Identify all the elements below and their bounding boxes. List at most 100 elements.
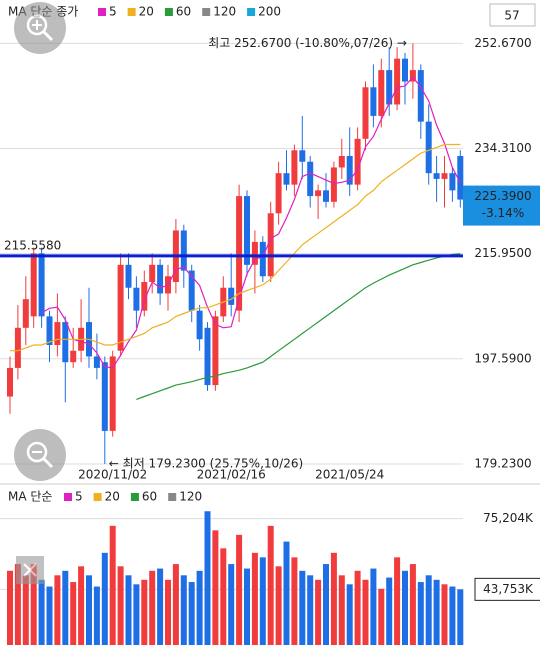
last-price-label: 225.3900	[474, 189, 531, 203]
candle-body	[378, 70, 385, 116]
candle-body	[196, 310, 203, 340]
high-annotation: 최고 252.6700 (-10.80%,07/26) →	[208, 36, 407, 50]
volume-bar	[449, 586, 456, 645]
candle-body	[244, 196, 250, 265]
candle-body	[346, 156, 353, 185]
candle-body	[141, 282, 148, 311]
candle-body	[93, 356, 100, 368]
candle-body	[433, 173, 440, 179]
volume-bar	[441, 584, 448, 645]
volume-bar	[157, 568, 164, 645]
candle-body	[323, 190, 329, 202]
legend-label: 120	[179, 490, 202, 504]
candle-body	[101, 362, 108, 431]
volume-bar	[425, 575, 432, 645]
volume-bar	[236, 534, 243, 645]
volume-bar	[101, 552, 108, 645]
legend-swatch	[98, 8, 106, 16]
volume-bar	[220, 548, 227, 645]
legend-swatch	[93, 493, 102, 501]
legend-swatch	[130, 493, 139, 501]
volume-bar	[228, 564, 235, 645]
legend-label: 60	[176, 5, 191, 19]
ma-line	[136, 253, 461, 400]
volume-legend-title: MA 단순	[8, 490, 52, 504]
candle-body	[54, 322, 61, 345]
volume-bar	[188, 582, 195, 645]
candle-body	[133, 287, 140, 311]
volume-bar	[7, 570, 13, 645]
y-tick-label: 215.9500	[474, 246, 531, 260]
volume-bar	[291, 557, 298, 645]
candle-body	[338, 156, 345, 168]
candle-body	[330, 167, 337, 202]
candle-body	[109, 356, 116, 431]
candle-body	[457, 156, 464, 200]
candle-body	[283, 173, 290, 185]
zoom-out-circle[interactable]	[14, 429, 66, 481]
volume-bar	[125, 575, 132, 645]
volume-bar	[133, 584, 140, 645]
volume-bar	[46, 586, 53, 645]
x-tick-label: 2021/02/16	[197, 468, 266, 482]
ma-line	[10, 143, 461, 352]
candle-body	[275, 173, 282, 214]
volume-bar	[196, 570, 203, 645]
candle-body	[7, 367, 13, 397]
candle-body	[46, 316, 53, 345]
legend-label: 120	[213, 5, 236, 19]
volume-bar	[149, 570, 156, 645]
volume-bar	[70, 582, 77, 645]
zoom-out-lens	[26, 441, 48, 463]
candle-body	[204, 327, 211, 386]
zoom-in-button[interactable]	[14, 2, 66, 54]
candle-body	[402, 58, 408, 82]
volume-bar	[402, 570, 408, 645]
candle-body	[307, 161, 314, 197]
candle-body	[70, 350, 77, 363]
legend-label: 200	[258, 5, 281, 19]
y-tick-label: 197.5900	[474, 351, 531, 365]
candle-body	[394, 58, 401, 105]
candle-body	[441, 173, 448, 179]
candle-body	[188, 270, 195, 311]
candle-body	[386, 70, 393, 105]
volume-bar	[86, 575, 92, 645]
low-annotation: ← 최저 179.2300 (25.75%,10/26)	[109, 456, 303, 470]
candle-body	[38, 253, 45, 317]
candle-body	[125, 264, 132, 288]
legend-label: 5	[109, 5, 117, 19]
zoom-in-handle	[42, 30, 54, 42]
candle-body	[236, 196, 243, 311]
count-label: 57	[504, 9, 519, 23]
text-layer: MA 단순 종가 57 MA 단순 52060120200252.6700234…	[4, 3, 540, 601]
close-x2	[23, 563, 37, 577]
y-tick-label: 75,204K	[483, 511, 534, 525]
volume-bar	[251, 552, 258, 645]
candle-body	[299, 150, 306, 162]
y-tick-label: 179.2300	[474, 456, 531, 470]
volume-bar	[62, 570, 69, 645]
y-tick-label: 234.3100	[474, 141, 531, 155]
candle-body	[212, 316, 219, 386]
legend-label: 20	[105, 490, 120, 504]
legend-swatch	[164, 8, 173, 16]
volume-bar	[433, 579, 440, 645]
candle-body	[251, 241, 258, 265]
volume-bar	[323, 564, 329, 645]
volume-bar	[307, 575, 314, 645]
close-volume-button[interactable]	[16, 556, 44, 584]
legend-swatch	[247, 8, 256, 16]
legend-swatch	[168, 493, 177, 501]
y-tick-label: 252.6700	[474, 36, 531, 50]
candle-body	[417, 70, 424, 122]
zoom-in-circle[interactable]	[14, 2, 66, 54]
candle-body	[62, 322, 69, 363]
zoom-out-button[interactable]	[14, 429, 66, 481]
volume-bar	[370, 568, 377, 645]
candle-body	[409, 70, 416, 82]
volume-bar	[299, 570, 306, 645]
candle-body	[14, 327, 21, 368]
zoom-in-lens	[26, 14, 48, 36]
